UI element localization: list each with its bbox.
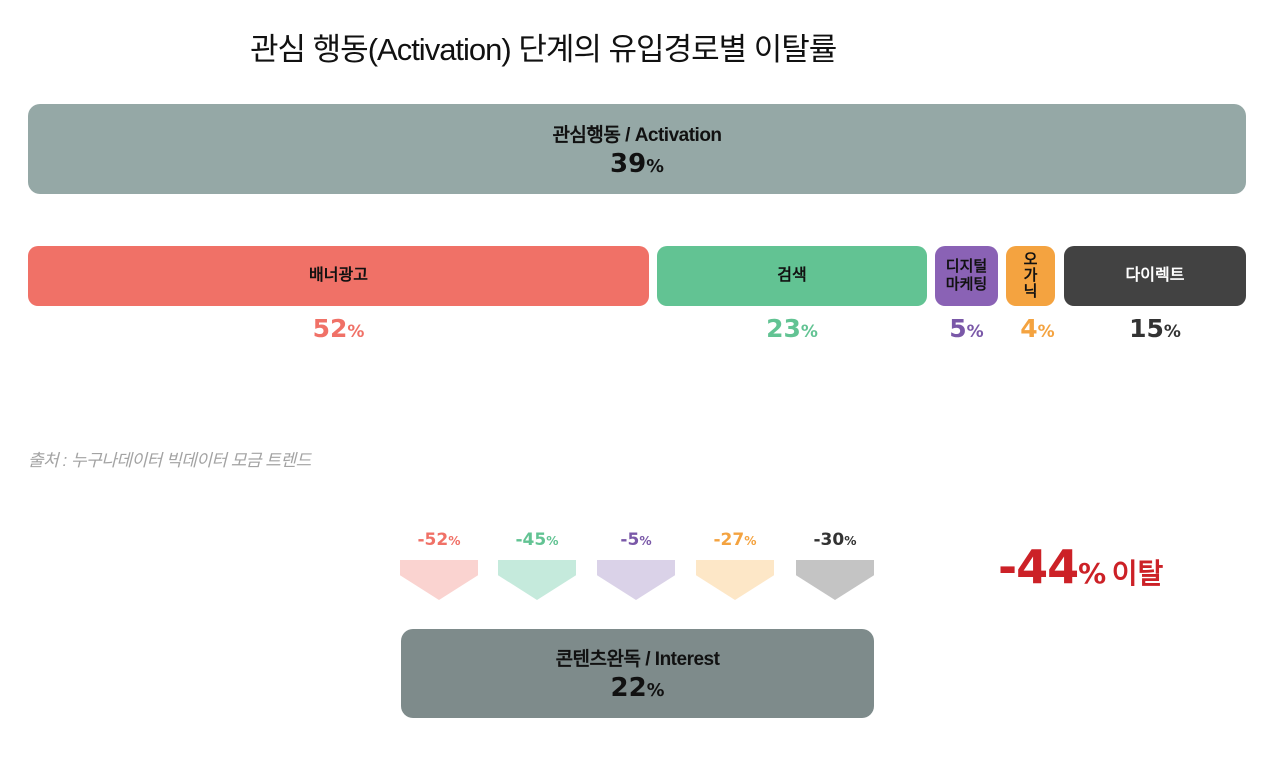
dropoff-search: -45% <box>515 530 559 550</box>
interest-label: 콘텐츠완독 / Interest <box>555 649 720 670</box>
channel-search-percent: 23% <box>766 314 818 343</box>
down-arrow-icon <box>400 560 478 600</box>
channel-organic: 오 가 닉 <box>1006 246 1055 306</box>
dropoff-banner-ads: -52% <box>417 530 461 550</box>
dropoff-organic: -27% <box>713 530 757 550</box>
channel-search: 검색 <box>657 246 927 306</box>
channel-digital-marketing-percent: 5% <box>949 314 984 343</box>
dropoff-digital-marketing: -5% <box>620 530 652 550</box>
channel-organic-percent: 4% <box>1020 314 1055 343</box>
down-arrow-icon <box>796 560 874 600</box>
channel-label-line: 오 <box>1023 251 1038 269</box>
channel-label-line: 디지털 <box>945 258 988 275</box>
activation-stage-box: 관심행동 / Activation 39% <box>28 104 1246 194</box>
channel-label: 배너광고 <box>309 267 368 285</box>
channel-label-line: 마케팅 <box>945 276 988 293</box>
interest-stage-box: 콘텐츠완독 / Interest 22% <box>401 629 874 718</box>
activation-value: 39% <box>610 148 664 179</box>
channel-label-line: 닉 <box>1023 282 1038 300</box>
channel-banner-ads-percent: 52% <box>312 314 365 343</box>
channel-label: 검색 <box>777 267 807 285</box>
channel-direct: 다이렉트 <box>1064 246 1246 306</box>
source-caption: 출처 : 누구나데이터 빅데이터 모금 트렌드 <box>28 451 311 470</box>
channel-direct-percent: 15% <box>1129 314 1181 343</box>
activation-label: 관심행동 / Activation <box>552 124 722 146</box>
chart-title: 관심 행동(Activation) 단계의 유입경로별 이탈률 <box>250 32 837 67</box>
channel-label-line: 가 <box>1023 267 1038 285</box>
channel-digital-marketing: 디지털 마케팅 <box>935 246 998 306</box>
interest-value: 22% <box>610 673 665 703</box>
channel-banner-ads: 배너광고 <box>28 246 649 306</box>
down-arrow-icon <box>696 560 774 600</box>
down-arrow-icon <box>498 560 576 600</box>
channel-label: 다이렉트 <box>1125 267 1185 285</box>
dropoff-direct: -30% <box>813 530 857 550</box>
total-dropoff: -44% 이탈 <box>998 540 1164 594</box>
down-arrow-icon <box>597 560 675 600</box>
